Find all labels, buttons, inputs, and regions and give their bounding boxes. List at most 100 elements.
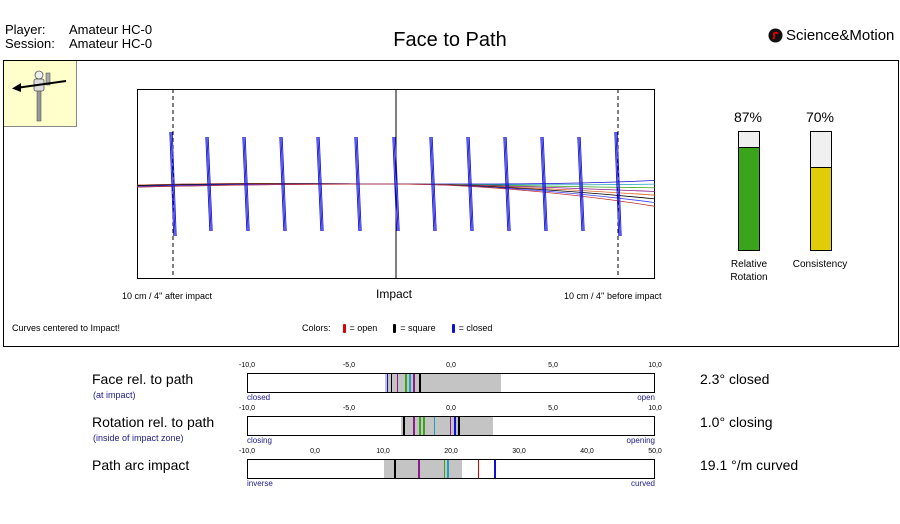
- scale-tick: [433, 417, 436, 435]
- scale-label: 5,0: [548, 405, 558, 412]
- face-line: [242, 136, 250, 232]
- face-line: [429, 136, 437, 232]
- face-to-path-panel: 10 cm / 4'' after impact Impact 10 cm / …: [3, 60, 899, 347]
- face-line: [466, 136, 474, 232]
- consistency-gauge: [810, 131, 832, 251]
- player-label: Player:: [5, 22, 46, 37]
- scale-tick: [477, 460, 480, 478]
- face-line: [392, 136, 400, 232]
- brand-name: Science&Motion: [786, 27, 895, 44]
- curves-note: Curves centered to Impact!: [12, 323, 121, 333]
- scale-label: 0,0: [310, 448, 320, 455]
- face-line: [205, 136, 213, 232]
- face-line: [354, 136, 362, 232]
- scale-tick: [494, 460, 496, 478]
- scale-label: -5,0: [342, 362, 356, 369]
- rotation-rel-path-sublabel: (inside of impact zone): [93, 433, 184, 443]
- scale-label: 10,0: [648, 405, 662, 412]
- scale-tick: [394, 460, 396, 478]
- player-value: Amateur HC-0: [69, 22, 153, 37]
- scale-tick: [449, 417, 452, 435]
- color-legend: Colors: = open = square = closed: [302, 323, 492, 333]
- scale-range: [401, 417, 493, 435]
- path-arc-impact-label: Path arc impact: [92, 457, 190, 473]
- face-line: [279, 136, 287, 232]
- scale-tick: [419, 417, 421, 435]
- face-line: [316, 136, 324, 232]
- scale-tick: [454, 417, 456, 435]
- scale-label: 30,0: [512, 448, 526, 455]
- impact-label: Impact: [376, 287, 413, 301]
- scale-tick: [458, 417, 460, 435]
- scale-tick: [405, 374, 407, 392]
- session-value: Amateur HC-0: [69, 36, 153, 51]
- rotation-rel-path-label: Rotation rel. to path: [92, 414, 215, 430]
- page-title: Face to Path: [393, 29, 507, 51]
- scale-label: 50,0: [648, 448, 662, 455]
- brand-icon: [768, 28, 783, 43]
- brand-logo: Science&Motion: [768, 27, 894, 44]
- scale-tick: [409, 374, 411, 392]
- relative-rotation-label-line1: Relative: [730, 259, 768, 270]
- scale-label: 0,0: [446, 405, 456, 412]
- consistency-fill: [811, 167, 831, 250]
- scale-right-end: open: [637, 393, 655, 402]
- rotation-rel-path-value: 1.0° closing: [700, 414, 773, 430]
- face-line: [577, 136, 585, 232]
- legend-title: Colors:: [302, 323, 331, 333]
- legend-swatch-open: [342, 323, 346, 333]
- putter-arrow-icon: [12, 70, 67, 122]
- consistency-percent: 70%: [805, 109, 835, 125]
- scale-label: -5,0: [342, 405, 356, 412]
- session-label: Session:: [5, 36, 55, 51]
- face-line: [614, 131, 622, 237]
- scale-range: [384, 374, 501, 392]
- scale-left-end: closing: [247, 436, 272, 445]
- relative-rotation-gauge: [738, 131, 760, 251]
- relative-rotation-label-line2: Rotation: [730, 272, 768, 283]
- scale-label: 5,0: [548, 362, 558, 369]
- legend-closed: = closed: [458, 323, 493, 333]
- scale-tick: [403, 417, 405, 435]
- scale-left-end: inverse: [247, 479, 273, 488]
- metric-scale-bar: [247, 373, 655, 393]
- face-rel-path-value: 2.3° closed: [700, 371, 770, 387]
- consistency-label-line1: Consistency: [792, 259, 848, 270]
- relative-rotation-fill: [739, 147, 759, 250]
- scale-range: [384, 460, 463, 478]
- scale-tick: [418, 460, 420, 478]
- scale-right-end: opening: [626, 436, 655, 445]
- scale-label: 0,0: [446, 362, 456, 369]
- scale-label: 10,0: [648, 362, 662, 369]
- scale-tick: [413, 374, 415, 392]
- face-line: [169, 131, 177, 237]
- legend-open: = open: [349, 323, 378, 333]
- face-rel-path-label: Face rel. to path: [92, 371, 194, 387]
- consistency-label: Consistency: [780, 258, 860, 271]
- face-line: [540, 136, 548, 232]
- club-thumbnail[interactable]: [4, 61, 77, 127]
- face-path-plot: [137, 89, 655, 279]
- metric-scale-bar: [247, 459, 655, 479]
- metric-scale-bar: [247, 416, 655, 436]
- face-rel-path-sublabel: (at impact): [93, 390, 136, 400]
- face-line: [503, 136, 511, 232]
- scale-left-end: closed: [247, 393, 271, 402]
- scale-tick: [396, 374, 399, 392]
- path-arc-impact-value: 19.1 °/m curved: [700, 457, 799, 473]
- after-impact-label: 10 cm / 4'' after impact: [122, 291, 212, 301]
- legend-square: = square: [400, 323, 436, 333]
- scale-label: 20,0: [444, 448, 458, 455]
- scale-tick: [419, 374, 421, 392]
- scale-label: -10,0: [239, 448, 255, 455]
- scale-tick: [423, 417, 425, 435]
- scale-label: 40,0: [580, 448, 594, 455]
- relative-rotation-label: Relative Rotation: [709, 258, 789, 284]
- face-lines: [169, 131, 622, 237]
- scale-label: -10,0: [239, 362, 255, 369]
- scale-tick: [443, 460, 446, 478]
- scale-tick: [413, 417, 415, 435]
- before-impact-label: 10 cm / 4'' before impact: [564, 291, 662, 301]
- relative-rotation-percent: 87%: [733, 109, 763, 125]
- legend-swatch-square: [393, 323, 397, 333]
